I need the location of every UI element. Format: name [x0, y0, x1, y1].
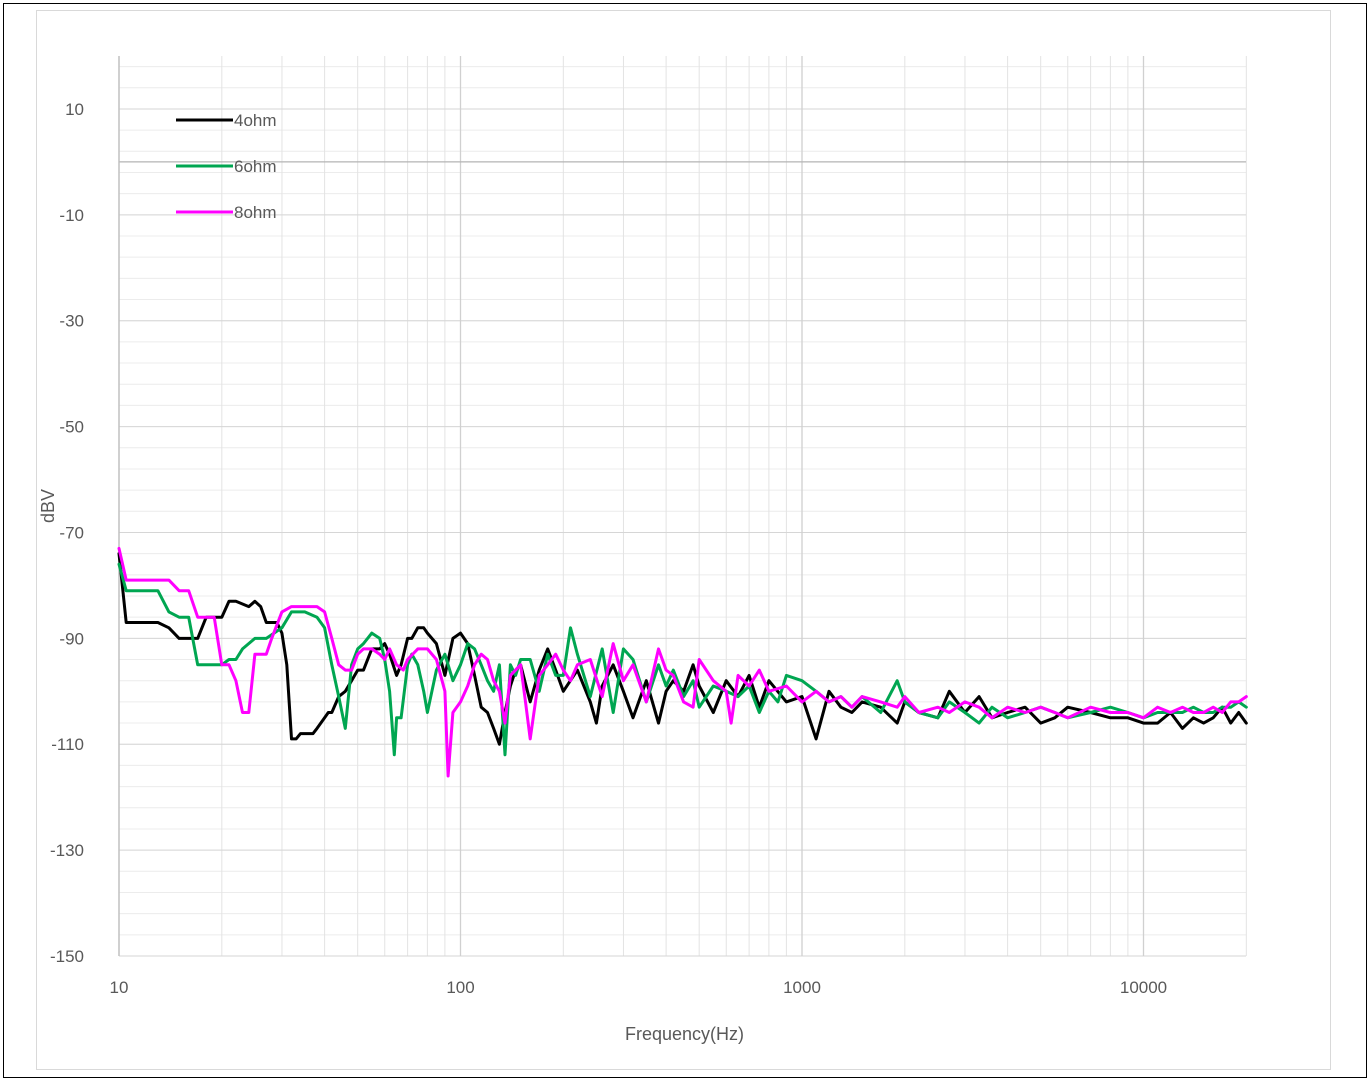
minor-gridlines	[119, 56, 1247, 957]
y-tick-label: -150	[50, 947, 84, 966]
y-axis-title: dBV	[38, 489, 58, 523]
chart-area	[36, 10, 1331, 1070]
x-tick-label: 10000	[1120, 978, 1167, 997]
y-tick-label: -50	[59, 418, 84, 437]
y-tick-label: 10	[65, 100, 84, 119]
x-tick-label: 10	[110, 978, 129, 997]
legend-label-8ohm: 8ohm	[234, 203, 277, 222]
y-tick-label: -130	[50, 841, 84, 860]
y-tick-label: -110	[51, 735, 84, 754]
series-line-8ohm	[117, 546, 1248, 778]
x-tick-label: 1000	[783, 978, 821, 997]
legend: 4ohm 6ohm 8ohm	[176, 111, 277, 222]
legend-label-6ohm: 6ohm	[234, 157, 277, 176]
series-line-6ohm	[117, 562, 1248, 757]
y-tick-label: -90	[59, 629, 84, 648]
x-tick-label: 100	[446, 978, 474, 997]
y-tick-label: -10	[59, 206, 84, 225]
legend-label-4ohm: 4ohm	[234, 111, 277, 130]
series-lines	[117, 546, 1248, 778]
x-axis-title: Frequency(Hz)	[625, 1024, 744, 1044]
chart-frame	[3, 3, 1367, 1078]
y-tick-label: -70	[59, 523, 84, 542]
y-tick-label: -30	[59, 312, 84, 331]
x-axis-ticks: 10 100 1000 10000	[110, 978, 1168, 997]
y-axis-ticks: 10 -10 -30 -50 -70 -90 -110 -130 -150	[50, 100, 84, 966]
major-gridlines	[118, 56, 1246, 957]
